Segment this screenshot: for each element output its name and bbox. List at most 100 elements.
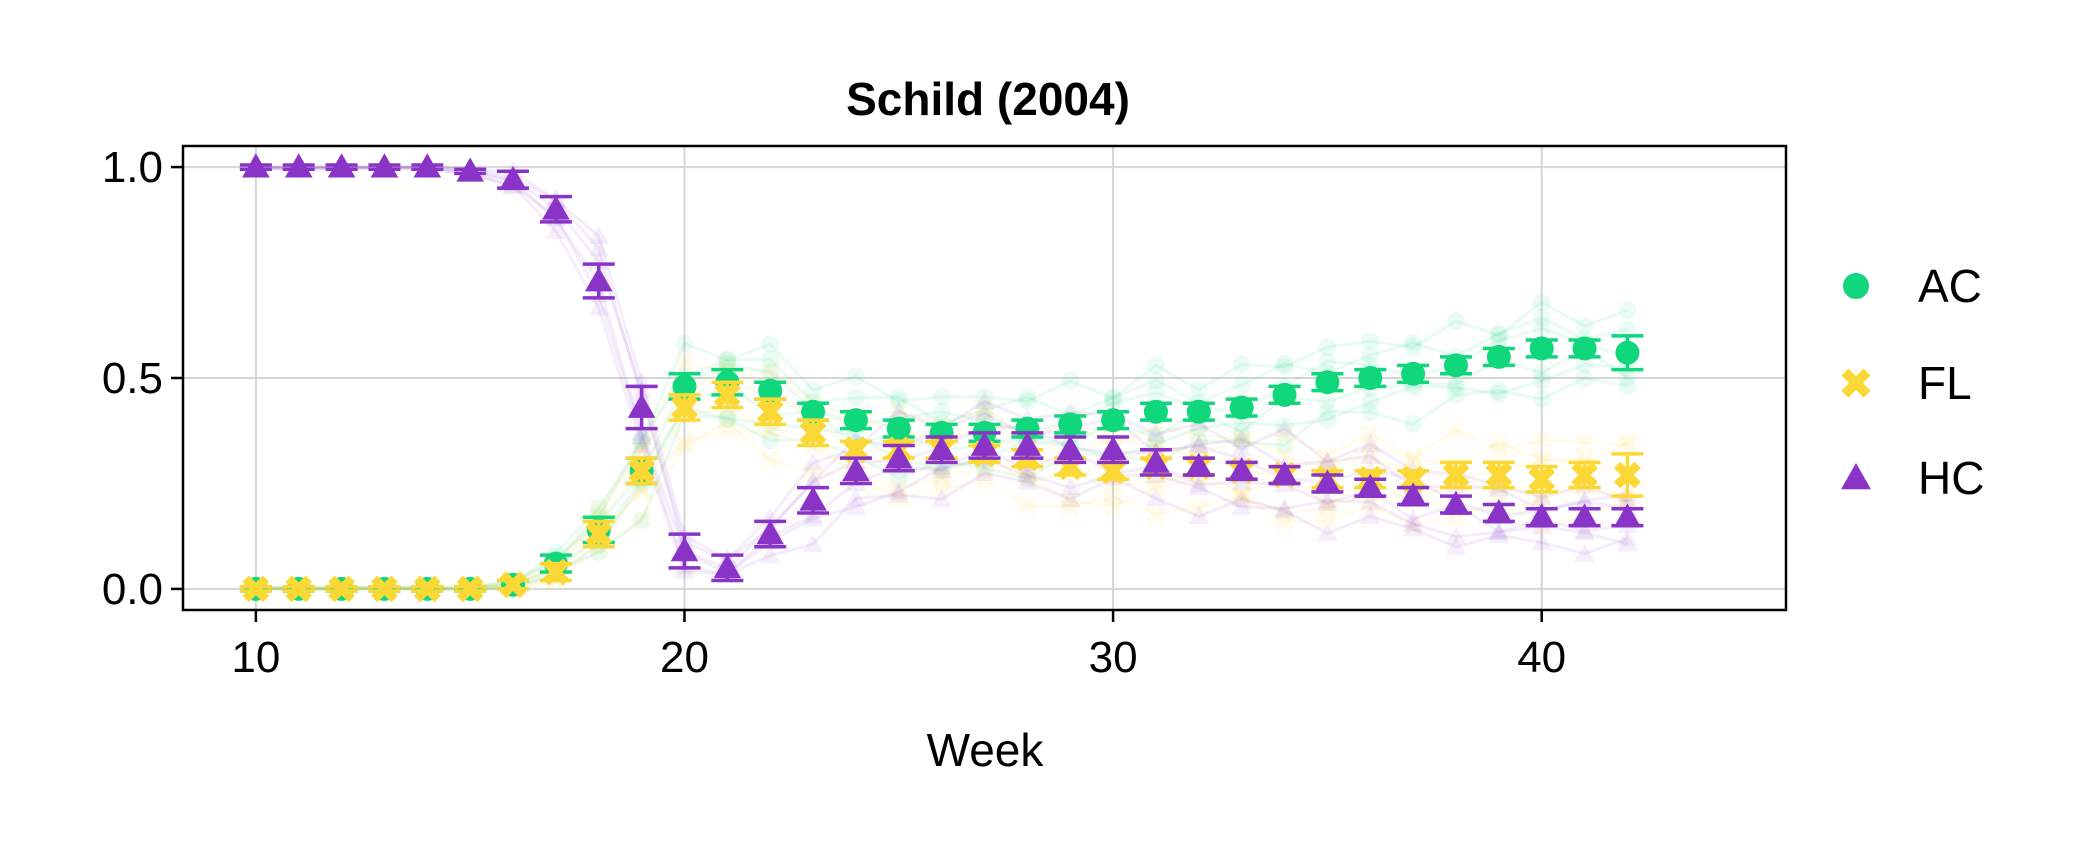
trajectory-point [1532, 308, 1551, 327]
trajectory-point [1617, 432, 1638, 453]
data-point-hc [1099, 435, 1127, 461]
x-axis-label: Week [927, 724, 1045, 776]
trajectory-point [802, 471, 824, 490]
x-tick-label: 20 [660, 633, 709, 682]
data-point-hc [584, 267, 613, 292]
trajectory-point [1104, 388, 1123, 407]
trajectory-point [1231, 486, 1252, 507]
trajectory-point [760, 422, 781, 443]
data-point-fl [499, 571, 527, 599]
trajectory-point [1488, 432, 1509, 453]
chart-title: Schild (2004) [846, 73, 1130, 125]
trajectory-point [1317, 490, 1338, 509]
trajectory-point [1403, 449, 1424, 470]
data-point-hc [499, 165, 527, 191]
trajectory-point [1574, 432, 1595, 453]
trajectory-point [1231, 429, 1252, 450]
data-point-ac [1272, 382, 1297, 407]
trajectory-point [1361, 346, 1380, 365]
legend-label-fl: FL [1918, 357, 1972, 409]
trajectory-point [1104, 389, 1123, 408]
trajectory-point [1403, 448, 1424, 469]
grid [183, 146, 1786, 610]
data-point-hc [1399, 482, 1427, 507]
data-point-fl [413, 575, 441, 603]
trajectory-point [1446, 385, 1465, 404]
trajectory-point [889, 469, 908, 488]
trajectory-point [931, 456, 952, 475]
trajectory-point [1232, 423, 1251, 442]
trajectory-point [1188, 474, 1210, 493]
legend-label-hc: HC [1918, 452, 1984, 504]
trajectory-point [1017, 464, 1038, 483]
data-point-ac [1572, 336, 1597, 361]
data-point-hc [1056, 435, 1085, 461]
trajectory-point [1574, 522, 1595, 541]
trajectory-point [1103, 496, 1124, 517]
trajectory-point [1275, 357, 1294, 376]
legend-item-hc: HC [1841, 452, 1984, 504]
trajectory-point [717, 352, 738, 373]
trajectory-line [255, 166, 1628, 576]
trajectory-point [1574, 491, 1595, 510]
data-point-hc [1313, 469, 1342, 494]
trajectory-point [1017, 465, 1038, 486]
trajectory-point [1188, 497, 1209, 518]
axes: 10 20 30 40 0.0 0.5 1.0 [102, 143, 1566, 682]
trajectory-point [674, 430, 695, 451]
y-tick-label: 1.0 [102, 143, 163, 192]
trajectory-point [1446, 312, 1465, 331]
trajectory-point [1189, 419, 1208, 438]
trajectory-point [1617, 491, 1638, 510]
trajectory-point [674, 560, 695, 579]
trajectory-point [632, 433, 651, 452]
data-point-fl [542, 558, 570, 586]
trajectory-point [1275, 416, 1294, 435]
data-point-hc [284, 153, 313, 178]
trajectory-point [1145, 503, 1166, 525]
trajectory-point [845, 496, 867, 515]
legend-marker-hc [1841, 463, 1871, 490]
data-point-hc [670, 537, 699, 562]
data-point-ac [1058, 412, 1083, 437]
trajectory-point [974, 398, 995, 419]
trajectory-point [1360, 494, 1381, 516]
data-point-fl [585, 520, 613, 548]
trajectory-point [588, 238, 610, 257]
trajectory-point [1317, 451, 1338, 470]
trajectory-point [588, 498, 609, 519]
data-point-hc [242, 153, 270, 178]
data-point-fl [456, 575, 484, 603]
trajectory-point [802, 508, 824, 527]
trajectory-point [1531, 532, 1553, 551]
trajectory-point [1318, 338, 1337, 357]
trajectory-point [804, 381, 823, 400]
trajectory-point [1146, 427, 1165, 446]
data-point-ac [1101, 408, 1126, 433]
data-point-hc [884, 444, 913, 469]
x-tick-label: 40 [1517, 633, 1566, 682]
trajectory-point [1360, 436, 1381, 457]
trajectory-point [1145, 488, 1167, 507]
trajectory-point [1317, 510, 1338, 531]
trajectory-point [1574, 520, 1595, 539]
trajectory-point [1059, 489, 1081, 508]
data-point-fl [1571, 461, 1598, 489]
trajectory-point [717, 411, 738, 432]
trajectory-point [1231, 483, 1252, 504]
trajectory-point [1146, 383, 1165, 402]
trajectory-point [1361, 393, 1380, 412]
trajectory-point [1275, 436, 1294, 455]
trajectory-point [631, 422, 652, 441]
data-point-fl [371, 575, 398, 603]
trajectory-point [674, 436, 695, 457]
trajectory-point [1059, 477, 1081, 496]
data-point-hc [370, 153, 399, 178]
trajectory-point [1232, 375, 1251, 394]
trajectory-point [761, 335, 780, 354]
trajectory-point [761, 363, 780, 382]
data-point-hc [1013, 431, 1042, 456]
trajectory-point [889, 392, 908, 411]
data-point-hc [1485, 499, 1513, 524]
